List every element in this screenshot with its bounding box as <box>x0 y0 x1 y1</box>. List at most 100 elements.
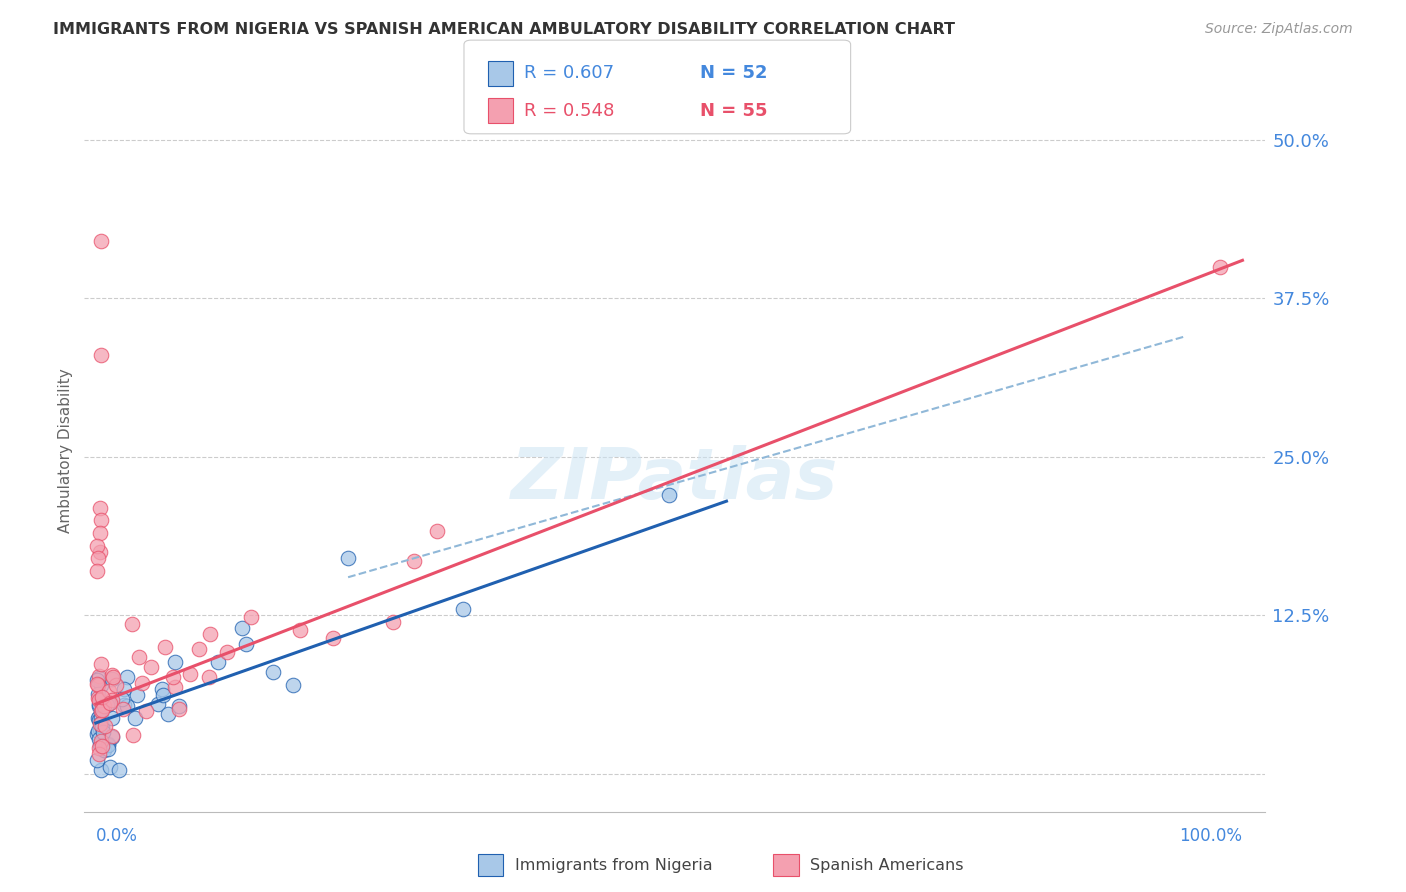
Point <box>86 564 108 578</box>
Point <box>90 513 112 527</box>
Point <box>90 703 112 717</box>
Point <box>91 725 114 739</box>
Point <box>98 760 121 774</box>
Point <box>101 668 124 682</box>
Point <box>93 742 115 756</box>
Point <box>108 763 131 777</box>
Point <box>90 348 112 362</box>
Text: R = 0.607: R = 0.607 <box>524 64 614 82</box>
Point <box>86 539 108 553</box>
Point <box>112 698 135 712</box>
Point <box>87 551 110 566</box>
Point <box>115 670 138 684</box>
Point <box>89 717 111 731</box>
Point <box>101 669 124 683</box>
Point <box>152 688 174 702</box>
Point <box>101 729 124 743</box>
Point <box>87 724 110 739</box>
Point <box>262 665 284 679</box>
Point <box>322 632 344 646</box>
Point <box>188 642 211 657</box>
Point <box>90 720 112 734</box>
Point <box>89 710 111 724</box>
Point <box>87 669 110 683</box>
Point <box>90 711 112 725</box>
Text: ZIPatlas: ZIPatlas <box>512 445 838 514</box>
Point <box>101 730 124 744</box>
Point <box>131 676 153 690</box>
Point <box>87 690 110 705</box>
Point <box>215 645 238 659</box>
Point <box>90 235 112 249</box>
Point <box>89 545 111 559</box>
Point <box>381 615 404 629</box>
Point <box>153 640 176 654</box>
Point <box>426 524 449 538</box>
Point <box>1208 260 1230 274</box>
Point <box>135 704 157 718</box>
Point <box>128 650 150 665</box>
Point <box>90 657 112 671</box>
Point <box>87 697 110 711</box>
Point <box>97 737 120 751</box>
Point <box>87 732 110 747</box>
Point <box>115 699 138 714</box>
Point <box>87 678 110 692</box>
Y-axis label: Ambulatory Disability: Ambulatory Disability <box>58 368 73 533</box>
Point <box>179 666 201 681</box>
Point <box>125 688 148 702</box>
Point <box>112 682 135 697</box>
Point <box>156 707 179 722</box>
Point <box>169 698 191 713</box>
Point <box>100 693 122 707</box>
Point <box>207 655 229 669</box>
Point <box>97 742 120 756</box>
Point <box>404 554 426 568</box>
Point <box>167 702 190 716</box>
Point <box>87 747 110 761</box>
Point <box>87 687 110 701</box>
Point <box>98 696 121 710</box>
Text: Spanish Americans: Spanish Americans <box>810 858 963 872</box>
Point <box>281 678 304 692</box>
Point <box>89 723 111 737</box>
Point <box>90 678 112 692</box>
Point <box>337 551 360 566</box>
Text: IMMIGRANTS FROM NIGERIA VS SPANISH AMERICAN AMBULATORY DISABILITY CORRELATION CH: IMMIGRANTS FROM NIGERIA VS SPANISH AMERI… <box>53 22 956 37</box>
Point <box>87 711 110 725</box>
Text: R = 0.548: R = 0.548 <box>524 102 614 120</box>
Point <box>90 763 112 777</box>
Point <box>198 669 221 683</box>
Point <box>89 699 111 714</box>
Text: N = 55: N = 55 <box>700 102 768 120</box>
Point <box>90 704 112 718</box>
Point <box>122 728 145 742</box>
Text: 100.0%: 100.0% <box>1180 827 1243 845</box>
Point <box>240 610 263 624</box>
Point <box>162 670 184 684</box>
Text: Source: ZipAtlas.com: Source: ZipAtlas.com <box>1205 22 1353 37</box>
Point <box>96 698 118 712</box>
Text: Immigrants from Nigeria: Immigrants from Nigeria <box>515 858 713 872</box>
Point <box>124 711 146 725</box>
Point <box>97 738 120 752</box>
Point <box>141 660 163 674</box>
Point <box>87 671 110 685</box>
Point <box>90 716 112 731</box>
Point <box>105 678 128 692</box>
Point <box>200 627 222 641</box>
Point <box>163 656 186 670</box>
Point <box>231 621 253 635</box>
Point <box>146 697 169 711</box>
Point <box>101 711 124 725</box>
Point <box>111 702 134 716</box>
Point <box>288 623 311 637</box>
Point <box>121 617 143 632</box>
Point <box>150 682 173 697</box>
Point <box>87 693 110 707</box>
Point <box>111 692 134 706</box>
Point <box>89 713 111 727</box>
Text: N = 52: N = 52 <box>700 64 768 82</box>
Point <box>89 738 111 752</box>
Point <box>451 602 474 616</box>
